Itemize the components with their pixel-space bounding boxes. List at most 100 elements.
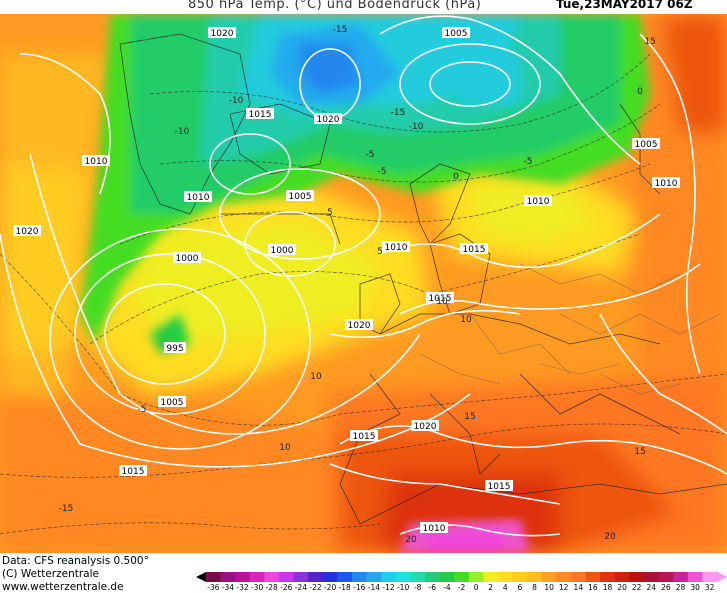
isobar-label: 1010 bbox=[652, 177, 680, 189]
isobar-label: 1020 bbox=[345, 319, 373, 331]
colorbar-swatch bbox=[381, 572, 397, 582]
isotherm-label: 15 bbox=[644, 37, 655, 47]
colorbar-swatch bbox=[206, 572, 222, 582]
isotherm-label: -10 bbox=[175, 127, 190, 137]
colorbar-swatch bbox=[556, 572, 572, 582]
svg-text:1005: 1005 bbox=[289, 192, 312, 202]
colorbar-tick-label: -8 bbox=[413, 583, 422, 592]
country-borders bbox=[419, 263, 721, 395]
colorbar-tick-label: 22 bbox=[631, 583, 642, 592]
isobar-label: 1010 bbox=[382, 241, 410, 253]
colorbar-tick-label: 12 bbox=[558, 583, 569, 592]
colorbar-swatch bbox=[571, 572, 587, 582]
weather-map: 1020 1005 1015 1020 1010 1010 1005 1020 1000 1000… bbox=[0, 14, 727, 553]
colorbar-swatch bbox=[425, 572, 441, 582]
colorbar-swatch bbox=[337, 572, 353, 582]
isobar-label: 1010 bbox=[420, 522, 448, 534]
isotherm-label: 15 bbox=[464, 412, 475, 422]
isobar-label: 1005 bbox=[442, 27, 470, 39]
colorbar-swatch bbox=[395, 572, 411, 582]
svg-text:1015: 1015 bbox=[122, 467, 145, 477]
colorbar-tick-label: 24 bbox=[646, 583, 657, 592]
isotherm-label: -5 bbox=[378, 167, 387, 177]
colorbar-tick-label: 28 bbox=[675, 583, 686, 592]
colorbar-swatch bbox=[235, 572, 251, 582]
isobar-label: 1005 bbox=[632, 138, 660, 150]
colorbar-tick-label: 30 bbox=[690, 583, 700, 592]
colorbar-labels: -36 -34 -32 -30 -28 -26 -24 -22 -20 -18 -16 -14 -12-… bbox=[196, 583, 727, 593]
isobar-label: 1015 bbox=[350, 430, 378, 442]
colorbar-swatch bbox=[614, 572, 630, 582]
isobar-label: 1005 bbox=[286, 190, 314, 202]
colorbar-tick-label: -36 bbox=[207, 583, 220, 592]
colorbar-tick-label: 18 bbox=[602, 583, 613, 592]
isobar-label: 1020 bbox=[13, 225, 41, 237]
colorbar-swatch bbox=[498, 572, 514, 582]
isobar-label: 1000 bbox=[268, 244, 296, 256]
isotherm-label: 10 bbox=[279, 443, 291, 453]
colorbar-swatch bbox=[454, 572, 470, 582]
temperature-colorbar bbox=[196, 572, 727, 582]
svg-text:1015: 1015 bbox=[249, 110, 272, 120]
isotherm-label: 15 bbox=[634, 447, 645, 457]
isotherm-label: 0 bbox=[453, 172, 459, 182]
isotherm-label: -15 bbox=[333, 25, 348, 35]
svg-text:1020: 1020 bbox=[317, 115, 340, 125]
isobar-label: 1005 bbox=[158, 396, 186, 408]
isotherm-label: -5 bbox=[366, 150, 375, 160]
colorbar-tick-label: -14 bbox=[367, 583, 381, 592]
svg-text:1000: 1000 bbox=[271, 246, 294, 256]
colorbar-tick-label: 6 bbox=[517, 583, 523, 592]
svg-text:995: 995 bbox=[166, 344, 183, 354]
colorbar-swatch bbox=[322, 572, 338, 582]
colorbar-swatch bbox=[673, 572, 689, 582]
isotherm-label: 10 bbox=[436, 297, 448, 307]
svg-text:1020: 1020 bbox=[348, 321, 371, 331]
valid-datetime: Tue,23MAY2017 06Z bbox=[556, 0, 693, 11]
colorbar-tick-label: 4 bbox=[502, 583, 508, 592]
svg-text:1010: 1010 bbox=[85, 157, 108, 167]
colorbar-swatch bbox=[279, 572, 295, 582]
colorbar-tick-label: 14 bbox=[573, 583, 584, 592]
svg-text:1015: 1015 bbox=[488, 482, 511, 492]
svg-text:1010: 1010 bbox=[655, 179, 678, 189]
colorbar-swatch bbox=[527, 572, 543, 582]
colorbar-tick-label: 16 bbox=[588, 583, 598, 592]
isotherm-label: -5 bbox=[138, 405, 147, 415]
colorbar-tick-label: -12 bbox=[382, 583, 395, 592]
colorbar-arrow-right bbox=[717, 572, 727, 582]
isotherm-label: 20 bbox=[604, 532, 616, 542]
colorbar-swatch bbox=[293, 572, 309, 582]
colorbar-tick-label: -20 bbox=[323, 583, 337, 592]
hot-core bbox=[400, 519, 530, 553]
colorbar-tick-label: 2 bbox=[488, 583, 494, 592]
colorbar-tick-label: -32 bbox=[236, 583, 249, 592]
colorbar-swatch bbox=[585, 572, 601, 582]
colorbar-tick-label: -2 bbox=[457, 583, 466, 592]
colorbar-arrow-left bbox=[196, 572, 206, 582]
svg-text:1020: 1020 bbox=[16, 227, 39, 237]
colorbar-swatch bbox=[541, 572, 557, 582]
svg-text:1015: 1015 bbox=[353, 432, 376, 442]
isotherm-label: 5 bbox=[327, 208, 333, 218]
colorbar-swatch bbox=[366, 572, 382, 582]
colorbar-swatch bbox=[410, 572, 426, 582]
colorbar-tick-label: -22 bbox=[309, 583, 322, 592]
isobar-label: 1020 bbox=[208, 27, 236, 39]
colorbar-swatch bbox=[629, 572, 645, 582]
svg-text:1015: 1015 bbox=[429, 294, 452, 304]
colorbar-tick-label: -28 bbox=[265, 583, 278, 592]
colorbar-tick-label: 8 bbox=[532, 583, 537, 592]
isotherm-label: 10 bbox=[460, 315, 472, 325]
colorbar-swatch bbox=[687, 572, 703, 582]
colorbar-swatch bbox=[600, 572, 616, 582]
isobar-label: 1015 bbox=[119, 465, 147, 477]
svg-text:1010: 1010 bbox=[187, 193, 210, 203]
isobar-label: 1015 bbox=[485, 480, 513, 492]
copyright-credit: (C) Wetterzentrale bbox=[2, 568, 99, 580]
colorbar-swatch bbox=[308, 572, 324, 582]
isobar-label: 1015 bbox=[426, 292, 454, 304]
isobar-label: 1000 bbox=[173, 252, 201, 264]
colorbar-swatch bbox=[352, 572, 368, 582]
svg-text:1005: 1005 bbox=[445, 29, 468, 39]
